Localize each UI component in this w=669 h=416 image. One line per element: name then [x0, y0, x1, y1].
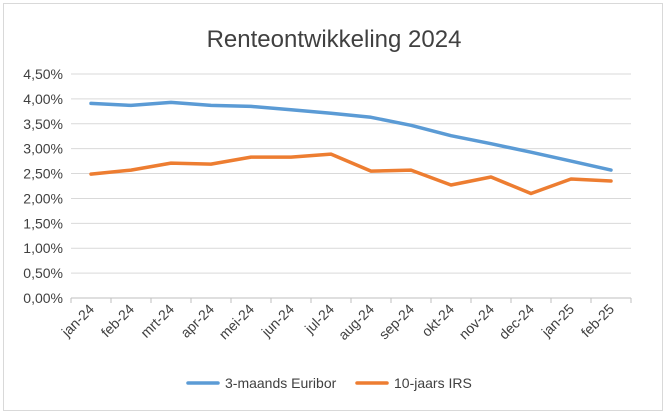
data-point — [290, 108, 293, 111]
x-tick-label: feb-24 — [98, 301, 138, 341]
y-tick-label: 2,00% — [23, 190, 63, 206]
data-point — [370, 116, 373, 119]
data-point — [210, 104, 213, 107]
series-line-0 — [89, 100, 613, 172]
legend-label: 10-jaars IRS — [394, 375, 472, 391]
y-tick-label: 0,00% — [23, 290, 63, 306]
series-line-1 — [89, 152, 613, 196]
y-tick-label: 2,50% — [23, 166, 63, 182]
legend-label: 3-maands Euribor — [225, 375, 337, 391]
x-tick-label: jan-24 — [58, 301, 98, 341]
data-point — [530, 151, 533, 154]
gridlines — [71, 73, 631, 274]
data-point — [410, 124, 413, 127]
data-point — [250, 156, 253, 159]
data-point — [130, 169, 133, 172]
y-tick-label: 1,50% — [23, 215, 63, 231]
y-tick-label: 1,00% — [23, 240, 63, 256]
data-point — [90, 173, 93, 176]
data-point — [490, 142, 493, 145]
data-point — [250, 105, 253, 108]
data-point — [610, 169, 613, 172]
data-point — [530, 192, 533, 195]
y-tick-label: 3,00% — [23, 141, 63, 157]
x-tick-label: jan-25 — [538, 301, 578, 341]
y-tick-label: 4,50% — [23, 66, 63, 82]
x-tick-label: aug-24 — [335, 301, 377, 343]
x-tick-label: jun-24 — [258, 301, 298, 341]
x-tick-label: mei-24 — [216, 301, 258, 343]
x-tick-label: apr-24 — [177, 301, 217, 341]
data-point — [170, 101, 173, 104]
legend: 3-maands Euribor 10-jaars IRS — [186, 375, 472, 391]
data-point — [90, 102, 93, 105]
x-tick-label: dec-24 — [496, 301, 538, 343]
y-tick-label: 0,50% — [23, 265, 63, 281]
y-axis-ticks: 0,00% 0,50% 1,00% 1,50% 2,00% 2,50% 3,00% 3,50%… — [23, 66, 63, 306]
data-point — [290, 156, 293, 159]
x-tick-label: nov-24 — [456, 301, 498, 343]
data-point — [570, 160, 573, 163]
data-point — [490, 176, 493, 179]
data-point — [450, 184, 453, 187]
data-point — [130, 104, 133, 107]
data-point — [170, 162, 173, 165]
chart-title: Renteontwikkeling 2024 — [207, 26, 462, 53]
x-tick-label: mrt-24 — [137, 301, 177, 341]
y-tick-label: 3,50% — [23, 116, 63, 132]
series-lines — [89, 100, 613, 196]
data-point — [610, 180, 613, 183]
data-point — [330, 112, 333, 115]
x-tick-label: jul-24 — [301, 301, 337, 337]
data-point — [330, 153, 333, 156]
chart-frame — [3, 3, 663, 411]
x-tick-label: sep-24 — [376, 301, 418, 343]
y-tick-label: 4,00% — [23, 91, 63, 107]
x-axis — [70, 297, 632, 303]
data-point — [210, 163, 213, 166]
x-tick-label: feb-25 — [578, 301, 618, 341]
data-point — [570, 178, 573, 181]
data-point — [370, 170, 373, 173]
data-point — [450, 134, 453, 137]
data-point — [410, 169, 413, 172]
x-tick-label: okt-24 — [418, 301, 457, 340]
